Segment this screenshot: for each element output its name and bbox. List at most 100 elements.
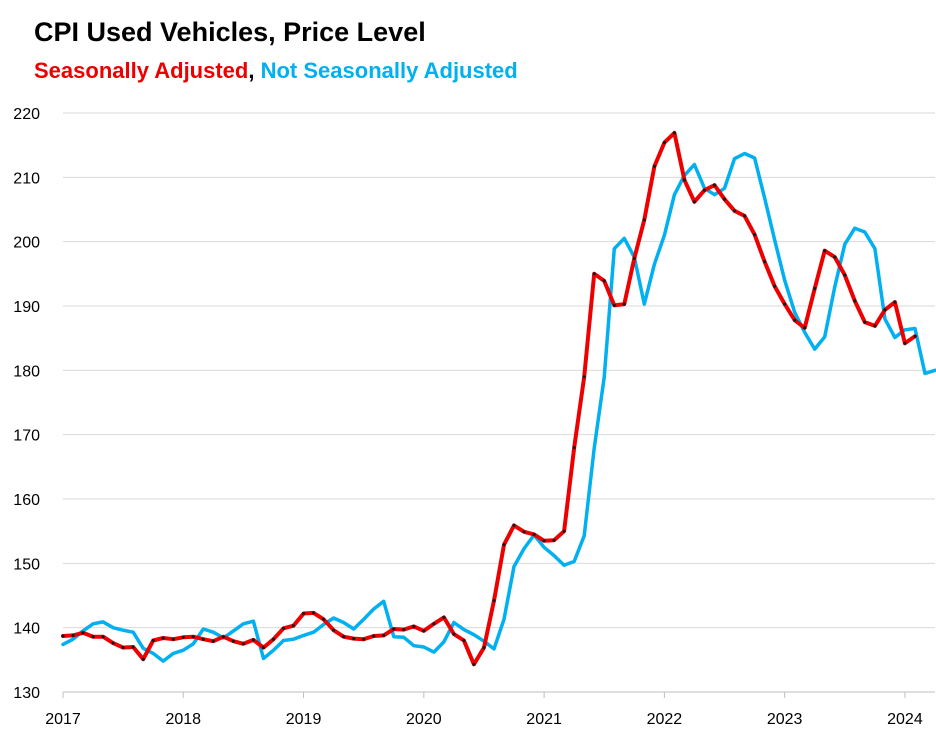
- sa-point: [81, 631, 85, 635]
- sa-point: [903, 341, 907, 345]
- sa-point: [422, 629, 426, 633]
- sa-point: [221, 635, 225, 639]
- sa-point: [151, 638, 155, 643]
- y-tick-label: 150: [13, 556, 40, 573]
- sa-point: [522, 530, 526, 534]
- sa-point: [562, 529, 566, 533]
- x-tick-label: 2020: [406, 711, 442, 728]
- sa-point: [582, 375, 586, 379]
- y-tick-label: 180: [13, 363, 40, 380]
- sa-point: [312, 611, 316, 615]
- sa-point: [702, 188, 707, 192]
- sa-point: [201, 637, 205, 641]
- y-tick-label: 200: [13, 235, 40, 252]
- sa-point: [652, 164, 657, 168]
- sa-point: [542, 539, 546, 543]
- sa-point: [743, 214, 747, 218]
- sa-point: [342, 635, 346, 639]
- sa-point: [722, 197, 727, 201]
- sa-point: [231, 639, 235, 643]
- sa-point: [261, 646, 266, 650]
- sa-point: [712, 183, 717, 187]
- sa-point: [131, 645, 135, 649]
- sa-point: [913, 334, 917, 338]
- sa-point: [813, 287, 817, 291]
- sa-point: [532, 532, 536, 537]
- sa-point: [592, 272, 596, 276]
- x-tick-label: 2024: [887, 711, 923, 728]
- sa-point: [191, 635, 195, 639]
- sa-point: [783, 302, 787, 306]
- sa-point: [803, 326, 807, 330]
- sa-point: [141, 657, 145, 661]
- x-tick-label: 2022: [647, 711, 683, 728]
- sa-point: [281, 626, 286, 630]
- y-tick-label: 130: [13, 685, 40, 702]
- sa-point: [91, 635, 95, 639]
- sa-point: [61, 634, 65, 638]
- x-tick-label: 2018: [165, 711, 201, 728]
- sa-point: [452, 632, 456, 636]
- sa-point: [602, 279, 606, 283]
- y-tick-label: 140: [13, 621, 40, 638]
- sa-point: [512, 523, 516, 528]
- sa-point: [271, 637, 276, 641]
- sa-point: [692, 200, 697, 204]
- sa-point: [432, 622, 436, 626]
- sa-point: [352, 637, 356, 641]
- sa-point: [302, 611, 306, 616]
- subtitle-seasonally-adjusted: Seasonally Adjusted: [34, 58, 249, 83]
- x-axis: 2017 2018 2019 2020 2021 2022 2023 2024: [45, 692, 923, 728]
- sa-point: [171, 637, 175, 641]
- sa-point: [763, 260, 767, 264]
- y-tick-label: 210: [13, 170, 40, 187]
- series-lines: [61, 130, 936, 667]
- x-tick-label: 2023: [767, 711, 803, 728]
- sa-point: [682, 178, 687, 182]
- sa-point: [251, 638, 255, 642]
- x-tick-label: 2021: [526, 711, 562, 728]
- sa-point: [181, 635, 185, 639]
- sa-point: [622, 302, 626, 306]
- sa-point: [161, 636, 165, 640]
- sa-point: [793, 318, 797, 322]
- sa-point: [853, 299, 857, 303]
- sa-point: [843, 273, 847, 277]
- sa-point: [362, 637, 366, 641]
- sa-point: [632, 256, 636, 260]
- chart-subtitle: Seasonally Adjusted, Not Seasonally Adju…: [34, 58, 518, 84]
- sa-point: [572, 445, 576, 450]
- sa-point: [753, 233, 757, 237]
- sa-point: [883, 308, 887, 312]
- sa-point: [291, 624, 296, 628]
- nsa-line: [61, 151, 936, 663]
- sa-point: [893, 300, 897, 304]
- sa-point: [101, 635, 105, 639]
- sa-point: [241, 642, 245, 646]
- sa-point: [382, 633, 386, 638]
- sa-point: [833, 255, 837, 259]
- sa-point: [773, 284, 777, 288]
- sa-point: [462, 638, 466, 643]
- sa-point: [662, 141, 667, 145]
- sa-point: [552, 538, 556, 542]
- series-markers: [61, 131, 917, 666]
- y-tick-label: 190: [13, 299, 40, 316]
- gridlines: [63, 112, 935, 693]
- subtitle-separator: ,: [248, 58, 261, 83]
- sa-point: [71, 633, 75, 638]
- y-tick-label: 220: [13, 106, 40, 123]
- sa-point: [873, 324, 877, 328]
- sa-point: [322, 617, 326, 621]
- sa-point: [121, 646, 125, 650]
- sa-point: [412, 624, 416, 629]
- sa-point: [492, 599, 496, 603]
- sa-point: [392, 627, 396, 631]
- sa-point: [211, 639, 215, 643]
- x-tick-label: 2019: [286, 711, 322, 728]
- sa-point: [732, 209, 737, 213]
- y-axis: 130 140 150 160 170 180 190 200 210 220: [13, 106, 40, 702]
- sa-point: [672, 131, 677, 135]
- y-tick-label: 160: [13, 492, 40, 509]
